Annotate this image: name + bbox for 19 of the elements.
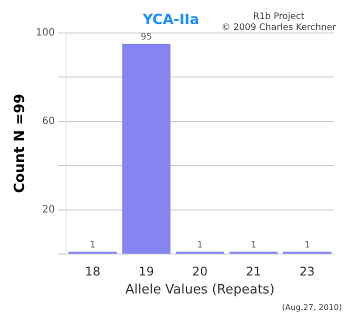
text: (Aug.27, 2010) [282,303,342,312]
text: R1b Project [252,12,306,23]
data-label: 1 [90,240,96,251]
x-tick-label: 19 [138,264,154,278]
data-label: 1 [250,240,256,251]
y-tick-label: 20 [42,204,55,216]
x-tick-label: 20 [192,264,208,278]
data-label: 95 [140,32,152,43]
y-axis-title: Count N =99 [12,94,28,193]
x-tick-label: 23 [300,264,315,278]
y-tick-label: 100 [36,27,55,38]
y-tick-label: 60 [42,116,55,127]
x-tick-label: 21 [246,264,262,278]
x-tick-label: 18 [85,264,100,278]
chart-title: YCA-IIa [142,12,200,28]
data-label: 1 [304,240,310,251]
data-label: 1 [197,240,203,251]
annotation: © 2009 Charles Kerchner [221,23,336,34]
x-axis-title: Allele Values (Repeats) [125,282,275,298]
